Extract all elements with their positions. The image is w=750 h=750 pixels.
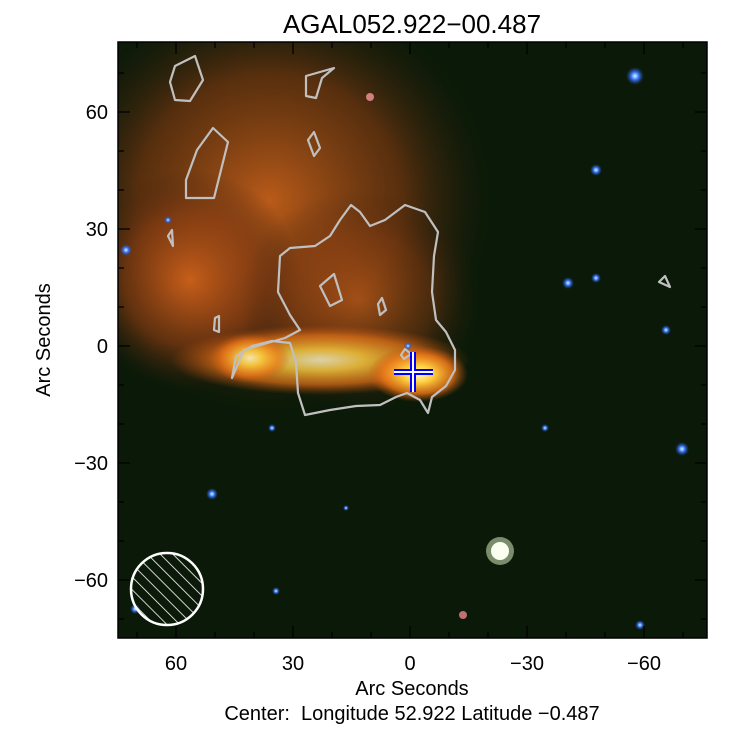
contours [166, 54, 672, 417]
contour [212, 314, 221, 334]
contour [166, 228, 175, 248]
y-tick-label: −60 [74, 570, 108, 592]
y-axis-label: Arc Seconds [33, 283, 55, 396]
image-area [118, 42, 707, 638]
source-marker-cross-icon [394, 352, 433, 392]
contour [306, 130, 322, 158]
beam-ellipse [129, 551, 205, 627]
stars [120, 67, 689, 630]
x-tick-label: 60 [165, 653, 187, 675]
x-axis-label: Arc Seconds [355, 678, 468, 700]
star [626, 67, 644, 85]
contour [657, 274, 672, 289]
star [343, 505, 349, 511]
bright-star [491, 542, 509, 560]
star [675, 442, 689, 456]
x-tick-label: −60 [627, 653, 661, 675]
star [661, 325, 671, 335]
x-tick-label: 0 [404, 653, 415, 675]
y-tick-label: 0 [97, 336, 108, 358]
star [459, 611, 467, 619]
contour-main [230, 203, 457, 417]
star [120, 244, 132, 256]
axis-ticks [118, 42, 707, 638]
y-tick-label: 30 [86, 219, 108, 241]
star [272, 587, 280, 595]
contour [304, 66, 336, 100]
star [635, 620, 645, 630]
y-tick-labels: 60 30 0 −30 −60 [74, 102, 108, 592]
contour [318, 272, 344, 308]
star [366, 93, 374, 101]
caption: Center: Longitude 52.922 Latitude −0.487 [224, 703, 599, 725]
nebula-knot [210, 333, 290, 383]
plot-frame [117, 41, 708, 639]
star [268, 424, 276, 432]
y-tick-label: 60 [86, 102, 108, 124]
star [541, 424, 549, 432]
contour [168, 54, 205, 103]
x-tick-label: −30 [510, 653, 544, 675]
star [591, 273, 601, 283]
chart-title: AGAL052.922−00.487 [283, 9, 541, 39]
star [590, 164, 602, 176]
contour [376, 296, 388, 317]
y-tick-label: −30 [74, 453, 108, 475]
x-tick-labels: 60 30 0 −30 −60 [165, 653, 661, 675]
x-tick-label: 30 [282, 653, 304, 675]
star [404, 342, 412, 350]
star [206, 488, 218, 500]
star [562, 277, 574, 289]
star [164, 216, 172, 224]
contour [184, 126, 230, 200]
